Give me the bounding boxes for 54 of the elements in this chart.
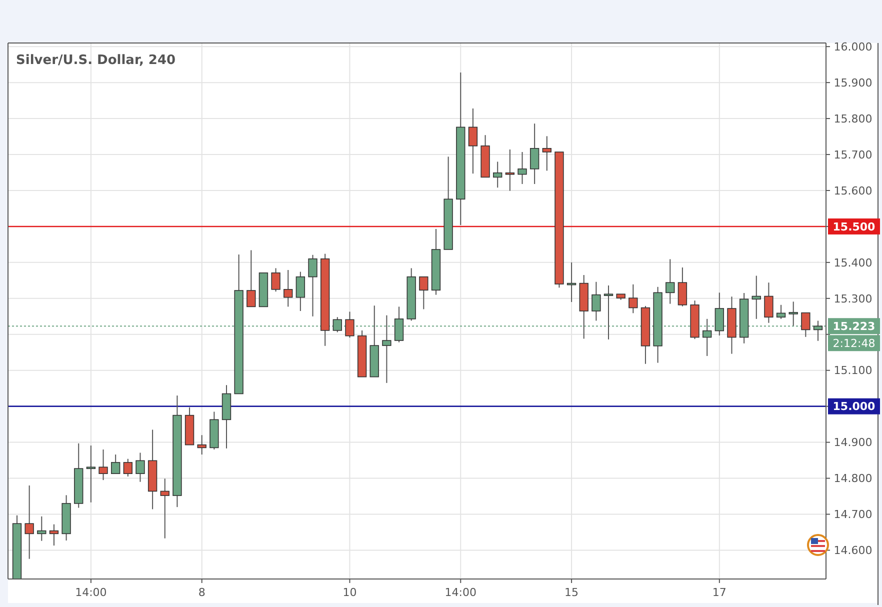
- candlestick: [24, 484, 34, 560]
- candlestick: [284, 269, 293, 308]
- candlestick: [752, 275, 761, 320]
- candlestick: [308, 254, 318, 317]
- candlestick: [518, 152, 527, 185]
- ref-line-label: 15.000: [832, 400, 876, 414]
- x-tick-label: 10: [342, 586, 357, 599]
- candlestick: [678, 266, 688, 307]
- x-tick-label: 14:00: [75, 586, 107, 599]
- y-tick-label: 15.600: [834, 184, 872, 198]
- candlestick: [419, 276, 428, 310]
- y-tick-label: 14.700: [834, 508, 872, 522]
- candlestick: [98, 448, 108, 481]
- ref-line-label: 15.500: [832, 220, 876, 234]
- y-tick-label: 16.000: [834, 40, 872, 54]
- ref-line-label: 15.223: [832, 320, 876, 333]
- x-tick-label: 14:00: [444, 586, 476, 599]
- candlestick: [493, 161, 502, 188]
- candlestick: [86, 445, 96, 503]
- y-tick-label: 15.900: [834, 76, 872, 90]
- candlestick: [136, 452, 145, 482]
- candlestick: [776, 304, 786, 320]
- candlestick: [505, 148, 515, 192]
- x-tick-label: 15: [564, 586, 579, 599]
- y-tick-label: 15.400: [834, 256, 872, 270]
- candlestick: [801, 312, 810, 338]
- candlestick: [345, 311, 354, 338]
- y-tick-label: 14.800: [834, 472, 872, 486]
- candlestick: [49, 524, 59, 546]
- y-tick-label: 14.600: [834, 544, 872, 558]
- x-tick-label: 8: [198, 586, 206, 599]
- text: Silver/U.S. Dollar, 240: [16, 53, 176, 68]
- candlestick: [160, 478, 170, 539]
- candlestick: [628, 284, 638, 314]
- y-tick-label: 15.300: [834, 292, 872, 306]
- y-tick-label: 14.900: [834, 436, 872, 450]
- y-tick-label: 15.700: [834, 148, 872, 162]
- candlestick: [468, 108, 478, 174]
- candlestick: [110, 454, 120, 474]
- candlestick: [271, 268, 280, 292]
- candlestick: [296, 271, 306, 312]
- candlestick: [592, 281, 601, 322]
- x-tick-label: 17: [712, 586, 726, 599]
- candlestick: [197, 434, 206, 456]
- text: 2:12:48: [832, 336, 876, 350]
- candlestick: [123, 458, 132, 477]
- candlestick: [666, 258, 675, 304]
- candlestick: [542, 136, 552, 172]
- candlestick: [246, 250, 256, 308]
- candlestick: [764, 282, 774, 324]
- y-tick-label: 15.800: [834, 112, 872, 126]
- y-tick-label: 15.100: [834, 364, 872, 378]
- candlestick: [530, 123, 540, 185]
- candlestick: [37, 516, 46, 542]
